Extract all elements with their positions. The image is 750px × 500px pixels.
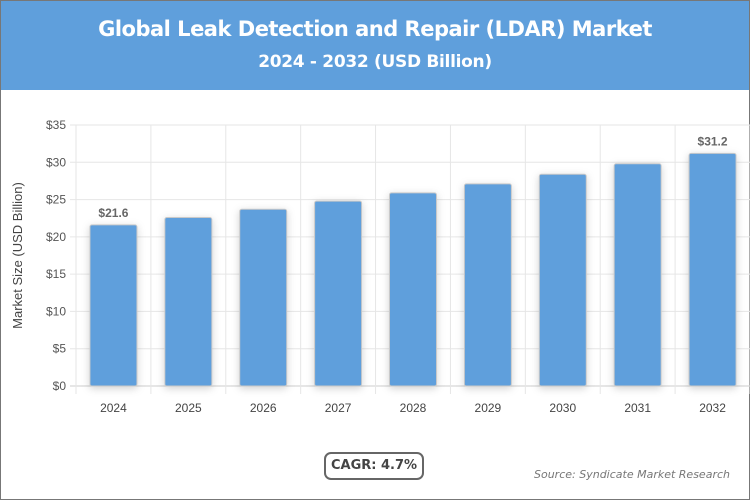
bar-2024	[89, 224, 138, 387]
bar-2026	[239, 208, 288, 387]
x-tick-label: 2028	[400, 401, 427, 415]
bar-2031	[613, 163, 662, 387]
y-tick-label: $5	[53, 342, 67, 356]
y-tick-label: $0	[53, 379, 67, 393]
y-tick-label: $30	[46, 155, 66, 169]
bar-2032	[688, 152, 737, 387]
x-tick-label: 2027	[325, 401, 352, 415]
cagr-badge: CAGR: 4.7%	[324, 452, 424, 480]
bar-2027	[314, 200, 363, 387]
y-tick-label: $25	[46, 193, 66, 207]
x-tick-label: 2026	[250, 401, 277, 415]
data-label: $31.2	[698, 134, 728, 148]
x-tick-label: 2030	[549, 401, 576, 415]
y-tick-label: $10	[46, 304, 66, 318]
x-tick-label: 2029	[475, 401, 502, 415]
x-tick-label: 2024	[100, 401, 127, 415]
chart-subtitle: 2024 - 2032 (USD Billion)	[258, 52, 492, 72]
x-tick-label: 2025	[175, 401, 202, 415]
data-label: $21.6	[98, 206, 128, 220]
x-tick-label: 2031	[624, 401, 651, 415]
bar-2029	[463, 183, 512, 387]
bar-2025	[164, 216, 213, 387]
bar-2028	[389, 192, 437, 387]
y-tick-label: $35	[46, 118, 66, 132]
chart-title: Global Leak Detection and Repair (LDAR) …	[98, 17, 652, 41]
y-axis-label: Market Size (USD Billion)	[10, 182, 25, 329]
x-tick-label: 2032	[699, 401, 726, 415]
bar-2030	[538, 173, 587, 387]
source-note: Source: Syndicate Market Research	[534, 468, 730, 481]
y-tick-label: $15	[46, 267, 66, 281]
chart-header: Global Leak Detection and Repair (LDAR) …	[1, 1, 749, 90]
y-tick-label: $20	[46, 230, 66, 244]
